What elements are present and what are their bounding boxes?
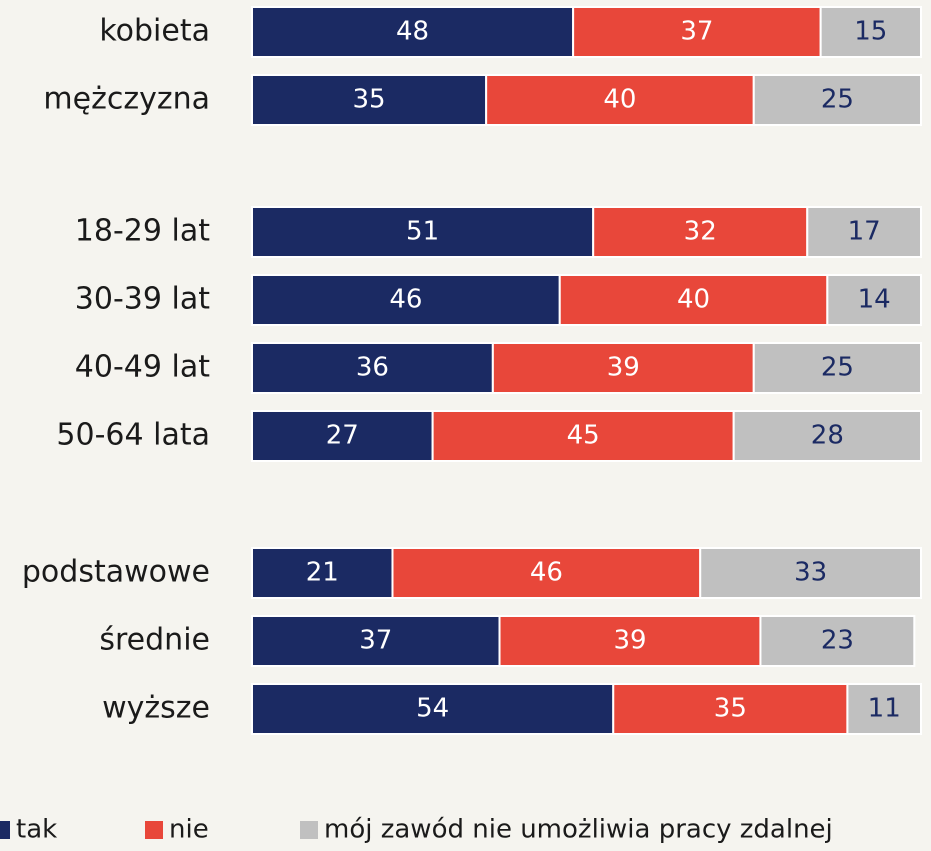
value-label: 25 [821,353,854,383]
category-label: wyższe [102,691,210,726]
bar-segment [752,74,922,126]
value-label: 39 [613,626,646,656]
value-label: 39 [607,353,640,383]
value-label: 25 [821,85,854,115]
bar-segment [485,74,755,126]
value-label: 46 [530,558,563,588]
bar-segment [732,410,922,462]
category-label: 40-49 lat [75,350,210,385]
value-label: 23 [821,626,854,656]
legend-label: nie [169,815,209,845]
category-label: podstawowe [22,555,210,590]
value-label: 40 [677,285,710,315]
bar-segment [592,206,809,258]
bar-segment [498,615,762,667]
value-label: 35 [714,694,747,724]
value-label: 14 [858,285,891,315]
bar-segment [251,410,434,462]
value-label: 28 [811,421,844,451]
value-label: 51 [406,217,439,247]
bar-segment [759,615,916,667]
value-label: 46 [389,285,422,315]
bar-segment [491,342,755,394]
bar-segment [251,274,561,326]
bar-segment [819,6,923,58]
value-label: 32 [684,217,717,247]
legend-label: tak [16,815,57,845]
bar-segment [826,274,923,326]
legend-swatch [0,821,10,839]
category-label: 50-64 lata [56,418,210,453]
bar-segment [251,683,615,735]
value-label: 48 [396,17,429,47]
value-label: 37 [680,17,713,47]
value-label: 45 [567,421,600,451]
bar-segment [846,683,922,735]
bar-segment [752,342,922,394]
category-label: kobieta [99,14,210,49]
bar-segment [251,6,575,58]
bar-segment [572,6,822,58]
bar-segment [251,547,394,599]
legend-label: mój zawód nie umożliwia pracy zdalnej [324,815,833,845]
bar-segment [391,547,702,599]
value-label: 15 [854,17,887,47]
value-label: 17 [848,217,881,247]
value-label: 40 [603,85,636,115]
bar-segment [431,410,735,462]
category-label: mężczyzna [43,82,210,117]
bar-segment [806,206,923,258]
value-label: 11 [868,694,901,724]
value-label: 54 [416,694,449,724]
value-label: 36 [356,353,389,383]
legend-swatch [145,821,163,839]
bar-segment [251,206,595,258]
category-label: średnie [99,623,210,658]
legend-swatch [300,821,318,839]
category-label: 18-29 lat [75,214,210,249]
value-label: 35 [353,85,386,115]
bar-segment [251,342,494,394]
value-label: 21 [306,558,339,588]
value-label: 37 [359,626,392,656]
category-label: 30-39 lat [75,282,210,317]
bar-segment [251,615,501,667]
bar-segment [699,547,922,599]
value-label: 33 [794,558,827,588]
value-label: 27 [326,421,359,451]
